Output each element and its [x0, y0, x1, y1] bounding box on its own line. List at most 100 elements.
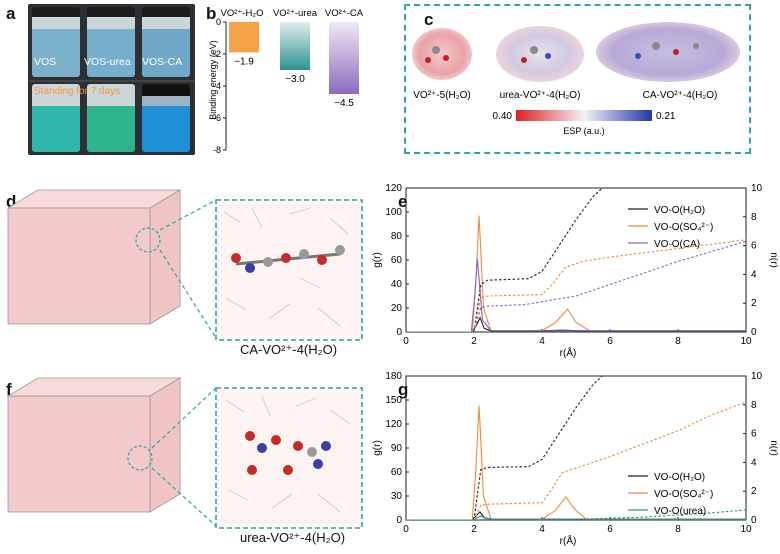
- y-right-tick-label: 10: [751, 371, 763, 382]
- b-value-label: −1.9: [234, 56, 254, 67]
- x-tick-label: 0: [403, 336, 409, 347]
- esp-surface-water: [412, 28, 472, 80]
- x-tick-label: 8: [675, 336, 681, 347]
- label-vos-ca: VOS-CA: [142, 56, 183, 68]
- y-tick-label: 60: [391, 467, 403, 478]
- y-tick-label: 100: [385, 207, 402, 218]
- panel-d-label: d: [6, 192, 17, 211]
- y-right-tick-label: 2: [751, 486, 757, 497]
- vial-vos-urea: [87, 7, 135, 77]
- vial-photo: VOS VOS-urea VOS-CA Standing for 7 days: [28, 4, 195, 155]
- legend-label: VO-O(CA): [654, 239, 700, 250]
- x-tick-label: 10: [740, 524, 752, 535]
- y-tick-label: 60: [391, 255, 403, 266]
- vial-vos-ca-aged: [142, 84, 190, 152]
- series-line: [406, 316, 746, 332]
- esp-axis-label: ESP (a.u.): [563, 126, 604, 136]
- b-bar: [280, 22, 310, 70]
- panel-g-label: g: [398, 380, 409, 399]
- y-tick-label: 120: [385, 419, 402, 430]
- md-box-ca: [6, 189, 363, 341]
- binding-energy-chart: Binding energy (eV) 0-2-4-6-8 VO²⁺-H₂O VO…: [208, 8, 364, 155]
- y-tick-label: 180: [385, 371, 402, 382]
- series-line: [473, 376, 604, 520]
- b-axes: 0 -2 -4 -6 -8: [213, 17, 227, 155]
- y-axis-label: g(r): [372, 440, 383, 456]
- esp-max: 0.21: [656, 111, 676, 122]
- y-right-tick-label: 4: [751, 269, 757, 280]
- caption-urea: urea-VO²⁺-4(H₂O): [240, 530, 346, 545]
- caption-ca: CA-VO²⁺-4(H₂O): [240, 342, 338, 357]
- b-category-label: VO²⁺-H₂O: [220, 8, 263, 19]
- y-tick-label: 150: [385, 395, 402, 406]
- series-line: [473, 239, 746, 332]
- y-right-tick-label: 0: [751, 327, 757, 338]
- esp-label-urea: urea-VO²⁺-4(H₂O): [500, 90, 581, 101]
- vial-vos-aged: [32, 84, 80, 152]
- y-tick-label: 80: [391, 231, 403, 242]
- label-vos: VOS: [34, 56, 57, 68]
- x-tick-label: 10: [740, 336, 752, 347]
- x-tick-label: 0: [403, 524, 409, 535]
- y-tick-label: 120: [385, 183, 402, 194]
- b-value-label: −3.0: [285, 74, 305, 85]
- legend-label: VO-O(H₂O): [654, 205, 705, 216]
- esp-surface-ca: [596, 22, 740, 82]
- x-axis-label: r(Å): [560, 346, 577, 359]
- panel-c-frame: [404, 4, 751, 154]
- y-right-tick-label: 0: [751, 515, 757, 526]
- series-line: [473, 509, 746, 520]
- label-standing: Standing for 7 days: [34, 86, 121, 97]
- legend-label: VO-O(SO₄²⁻): [654, 222, 713, 233]
- y-tick-label: 0: [396, 327, 402, 338]
- b-bars: VO²⁺-H₂O VO²⁺-urea VO²⁺-CA −1.9 −3.0 −4.5: [220, 8, 363, 109]
- x-axis-label: r(Å): [560, 534, 577, 547]
- y-right-axis-label: n(r): [768, 440, 778, 456]
- panel-e-label: e: [398, 192, 408, 211]
- x-tick-label: 8: [675, 524, 681, 535]
- y-tick-label: 40: [391, 279, 403, 290]
- y-right-axis-label: n(r): [768, 252, 778, 268]
- y-right-tick-label: 8: [751, 400, 757, 411]
- label-vos-urea: VOS-urea: [84, 56, 131, 68]
- series-line: [406, 215, 746, 332]
- esp-surface-urea: [496, 26, 584, 82]
- x-tick-label: 6: [607, 336, 613, 347]
- y-right-tick-label: 6: [751, 241, 757, 252]
- series-line: [473, 188, 604, 332]
- b-category-label: VO²⁺-urea: [273, 8, 318, 19]
- panel-a-label: a: [6, 4, 16, 23]
- panel-b-label: b: [206, 4, 217, 23]
- legend-label: VO-O(SO₄²⁻): [654, 489, 713, 500]
- vial-vos-ca: [142, 7, 190, 77]
- b-ytick-label: -4: [213, 81, 221, 91]
- y-tick-label: 30: [391, 491, 403, 502]
- b-ytick-label: -6: [213, 113, 221, 123]
- b-ytick-label: 0: [216, 17, 221, 27]
- esp-min: 0.40: [493, 111, 513, 122]
- legend-label: VO-O(urea): [654, 506, 706, 517]
- x-tick-label: 2: [471, 336, 477, 347]
- y-axis-label: g(r): [372, 252, 383, 268]
- y-tick-label: 90: [391, 443, 403, 454]
- b-category-label: VO²⁺-CA: [325, 8, 364, 19]
- series-line: [473, 401, 746, 520]
- b-ylabel: Binding energy (eV): [208, 40, 218, 120]
- y-right-tick-label: 6: [751, 429, 757, 440]
- vial-vos: [32, 7, 80, 77]
- esp-colorbar: [516, 110, 652, 121]
- series-line: [406, 258, 746, 332]
- panel-f-label: f: [6, 380, 12, 399]
- b-bar: [229, 22, 259, 53]
- y-tick-label: 0: [396, 515, 402, 526]
- series-line: [406, 405, 746, 520]
- b-value-label: −4.5: [334, 98, 354, 109]
- x-tick-label: 2: [471, 524, 477, 535]
- esp-surfaces: VO²⁺-5(H₂O) urea-VO²⁺-4(H₂O) CA-VO²⁺-4(H…: [412, 22, 740, 136]
- y-tick-label: 20: [391, 303, 403, 314]
- y-right-tick-label: 2: [751, 298, 757, 309]
- y-right-tick-label: 8: [751, 212, 757, 223]
- b-ytick-label: -2: [213, 49, 221, 59]
